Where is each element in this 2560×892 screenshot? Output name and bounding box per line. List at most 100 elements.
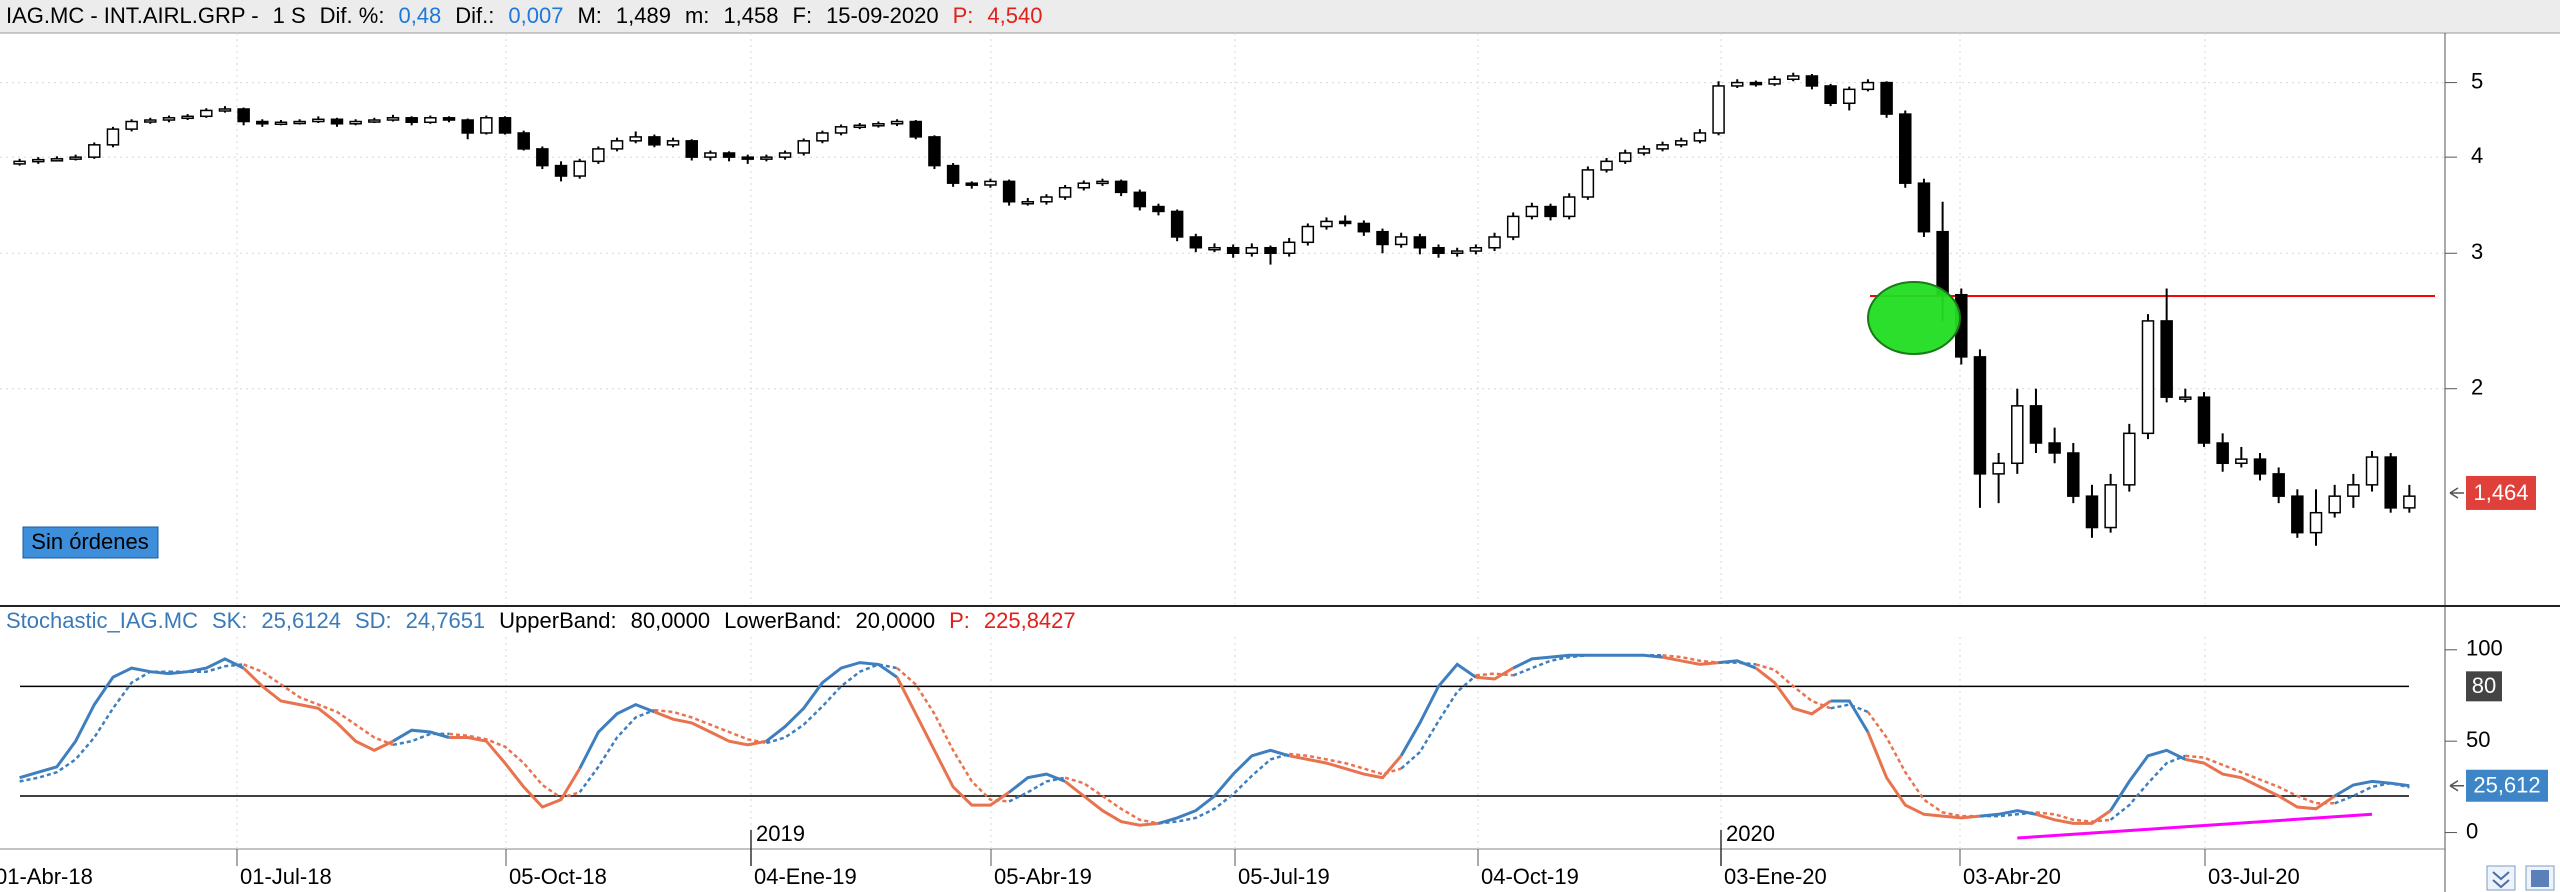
year-label: 2020	[1726, 821, 1775, 846]
sk-line	[168, 657, 245, 676]
candle-body	[778, 152, 792, 158]
candle-body	[1973, 356, 1987, 475]
sd-line	[1512, 654, 1663, 677]
sd-line	[654, 708, 767, 745]
candle-body	[834, 126, 848, 134]
candle-body	[200, 109, 213, 118]
x-tick-label: 05-Abr-19	[994, 864, 1092, 889]
sk-line	[242, 667, 394, 752]
sk-line	[765, 661, 898, 743]
sd-line	[766, 663, 898, 745]
candle-body	[1301, 225, 1315, 244]
sd-line	[2334, 781, 2410, 805]
y-tick-label: 5	[2471, 68, 2483, 93]
sk-line	[392, 728, 450, 743]
candle-body	[2309, 511, 2323, 534]
candle-body	[1525, 205, 1539, 218]
candle-body	[237, 108, 250, 123]
candle-body	[1264, 246, 1277, 255]
y-tick-label: 0	[2466, 818, 2478, 843]
orders-button[interactable]	[22, 526, 159, 559]
stochastic-header-item: Stochastic_IAG.MC	[6, 608, 198, 633]
sk-line	[1830, 699, 1870, 733]
candle-body	[256, 120, 269, 125]
chart-header-item: 15-09-2020	[826, 3, 939, 28]
y-tick-label: 4	[2471, 143, 2483, 168]
sk-line	[1718, 659, 1757, 670]
candle-body	[2123, 432, 2136, 486]
stochastic-header-item: UpperBand:	[499, 608, 616, 633]
sd-line	[1662, 654, 1719, 664]
stochastic-header-item: SK:	[212, 608, 247, 633]
candle-body	[685, 140, 698, 158]
sd-line	[2185, 754, 2335, 805]
candle-body	[349, 120, 362, 125]
candle-body	[1880, 81, 1893, 115]
candle-body	[368, 119, 381, 123]
chart-header-item: F:	[793, 3, 813, 28]
sk-line	[1064, 780, 1159, 827]
candle-body	[2347, 484, 2360, 497]
candle-body	[1413, 236, 1427, 249]
x-tick-label: 04-Oct-19	[1481, 864, 1579, 889]
candle-body	[2235, 458, 2248, 465]
sk-line	[895, 676, 1010, 807]
candle-body	[1245, 246, 1259, 255]
sk-line	[1008, 772, 1066, 794]
band-tag	[2466, 671, 2502, 702]
sk-line	[653, 710, 767, 747]
candle-body	[722, 152, 736, 158]
candle-body	[573, 160, 586, 177]
y-tick-label: 50	[2466, 727, 2490, 752]
candle-body	[2179, 396, 2192, 400]
candle-body	[1861, 81, 1875, 91]
sk-line	[1754, 666, 1832, 716]
chart-header-item: 4,540	[987, 3, 1042, 28]
candle-body	[554, 164, 568, 177]
candle-body	[1581, 169, 1595, 198]
candle-body	[1600, 160, 1613, 171]
sk-line	[1866, 731, 1981, 820]
candle-body	[1096, 180, 1109, 185]
candle-body	[2104, 484, 2117, 529]
stochastic-header-item: 225,8427	[984, 608, 1076, 633]
sd-line	[392, 732, 449, 747]
stochastic-header: Stochastic_IAG.MC SK: 25,6124 SD: 24,7651 Upp…	[6, 608, 1076, 633]
save-icon-glyph	[2531, 870, 2549, 887]
candle-body	[797, 140, 810, 154]
candle-body	[1618, 152, 1632, 163]
candle-body	[293, 120, 306, 125]
candle-body	[1712, 85, 1725, 134]
candle-body	[2403, 495, 2416, 509]
candle-body	[1133, 191, 1147, 208]
candle-body	[13, 160, 26, 165]
x-tick-label: 05-Oct-18	[509, 864, 607, 889]
candle-body	[984, 180, 997, 186]
stochastic-header-item: 80,0000	[631, 608, 711, 633]
candle-body	[1843, 88, 1856, 105]
candle-body	[1282, 241, 1296, 255]
candle-body	[1749, 81, 1763, 86]
candle-body	[648, 136, 661, 146]
candle-body	[1170, 210, 1184, 238]
candle-body	[2272, 473, 2285, 497]
candle-body	[741, 156, 754, 160]
sd-line	[1064, 776, 1159, 825]
sd-line	[1866, 711, 1980, 818]
candle-body	[1899, 113, 1912, 184]
chart-header-item: 1,458	[723, 3, 778, 28]
stochastic-header-item: LowerBand:	[724, 608, 841, 633]
candle-body	[181, 115, 194, 120]
sk-line	[449, 736, 581, 809]
chart-header-item: Dif.:	[455, 3, 494, 28]
candle-body	[2160, 320, 2173, 398]
candle-body	[442, 117, 456, 121]
candle-body	[760, 156, 773, 160]
candle-body	[872, 123, 885, 127]
value-arrow	[2449, 780, 2464, 792]
candle-body	[2365, 456, 2379, 486]
candle-body	[2085, 495, 2099, 529]
sd-line	[1718, 661, 1757, 666]
chart-header-item: 1,489	[616, 3, 671, 28]
